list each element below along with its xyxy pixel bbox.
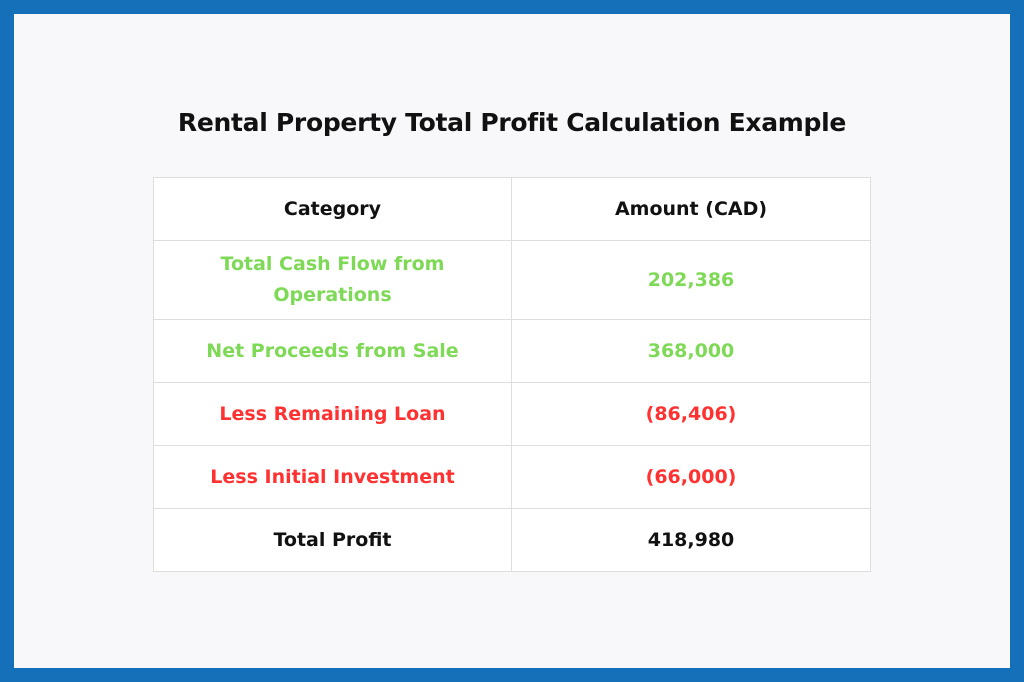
row-category: Less Remaining Loan bbox=[153, 382, 512, 446]
row-category: Total Profit bbox=[153, 508, 512, 572]
row-amount: (86,406) bbox=[511, 382, 871, 446]
row-amount: 368,000 bbox=[511, 319, 871, 383]
row-amount: 202,386 bbox=[511, 240, 871, 320]
row-amount: (66,000) bbox=[511, 445, 871, 509]
page-title: Rental Property Total Profit Calculation… bbox=[177, 108, 847, 137]
profit-table: Category Amount (CAD) Total Cash Flow fr… bbox=[153, 177, 871, 572]
row-category: Total Cash Flow from Operations bbox=[153, 240, 512, 320]
row-amount: 418,980 bbox=[511, 508, 871, 572]
table-row: Net Proceeds from Sale 368,000 bbox=[153, 319, 871, 383]
row-category: Net Proceeds from Sale bbox=[153, 319, 512, 383]
table-header-row: Category Amount (CAD) bbox=[153, 177, 871, 241]
table-row: Less Initial Investment (66,000) bbox=[153, 445, 871, 509]
column-header-category: Category bbox=[153, 177, 512, 241]
table-row: Total Profit 418,980 bbox=[153, 508, 871, 572]
table-row: Less Remaining Loan (86,406) bbox=[153, 382, 871, 446]
row-category: Less Initial Investment bbox=[153, 445, 512, 509]
table-row: Total Cash Flow from Operations 202,386 bbox=[153, 240, 871, 320]
column-header-amount: Amount (CAD) bbox=[511, 177, 871, 241]
